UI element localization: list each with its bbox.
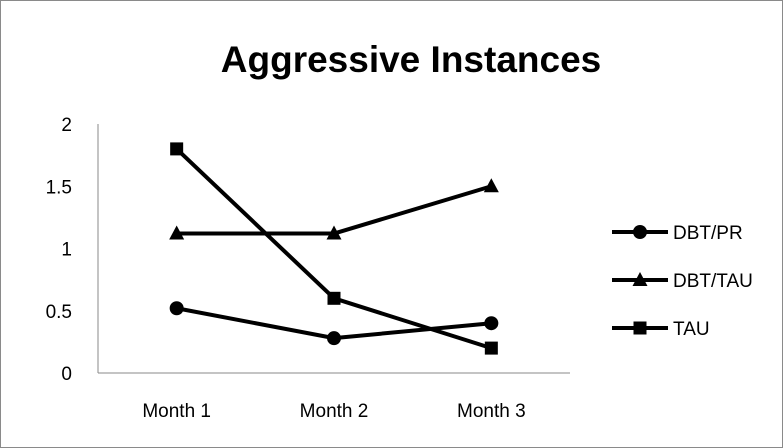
y-tick-label: 0.5 (46, 302, 72, 323)
y-tick-label: 2 (61, 115, 72, 136)
data-point-marker (327, 331, 341, 346)
y-tick-label: 1.5 (46, 177, 72, 198)
x-tick-label: Month 3 (457, 401, 526, 422)
y-tick-label: 1 (61, 240, 72, 261)
data-point-marker (484, 341, 498, 355)
legend-marker (633, 225, 647, 239)
data-point-marker (326, 225, 342, 240)
data-point-marker (170, 142, 184, 156)
legend-marker (633, 321, 647, 335)
data-point-marker (327, 291, 341, 305)
x-tick-label: Month 2 (300, 401, 369, 422)
data-point-marker (483, 178, 499, 193)
legend: DBT/PR DBT/TAU TAU (612, 223, 753, 340)
chart-title: Aggressive Instances (221, 39, 601, 80)
legend-label: DBT/PR (673, 223, 743, 244)
axes: 0 0.5 1 1.5 2 Month 1 Month 2 Month 3 (46, 115, 570, 422)
data-point-marker (484, 316, 499, 331)
y-tick-label: 0 (61, 364, 72, 385)
x-tick-label: Month 1 (142, 401, 211, 422)
legend-marker (632, 272, 648, 286)
data-point-marker (169, 225, 185, 240)
series-markers (169, 142, 499, 355)
data-point-marker (169, 301, 184, 316)
legend-label: TAU (673, 319, 710, 340)
series-lines (175, 147, 492, 351)
legend-label: DBT/TAU (673, 271, 753, 292)
